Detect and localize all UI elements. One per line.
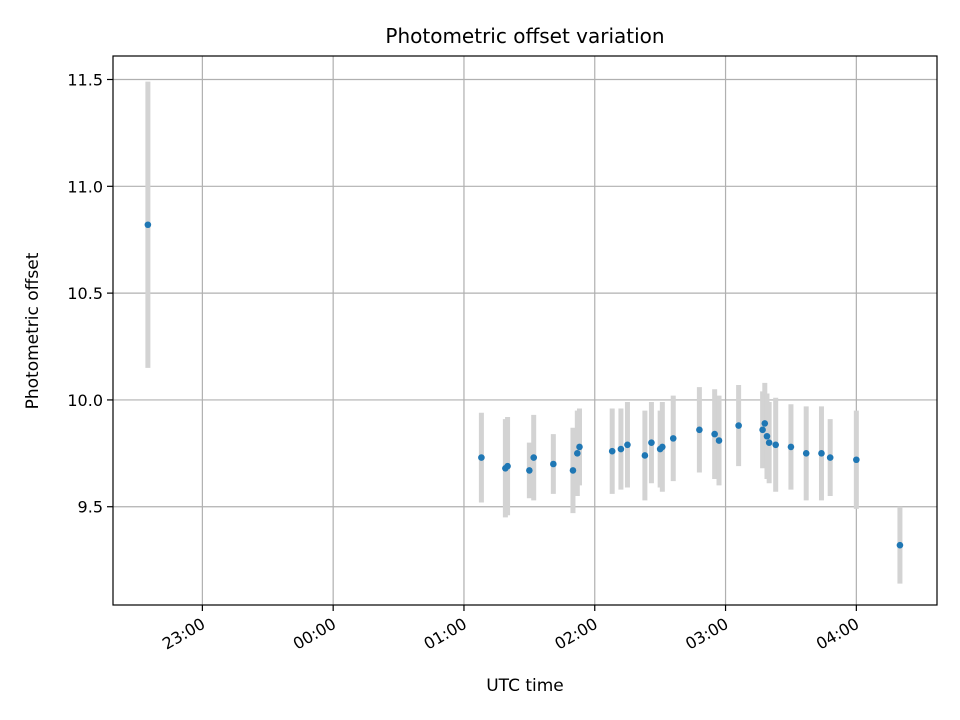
x-axis-label: UTC time	[486, 676, 564, 696]
data-point	[530, 454, 538, 461]
data-point	[759, 426, 766, 434]
y-axis-ticks: 9.5 10.0 10.5 11.0 11.5	[67, 70, 113, 517]
data-point	[896, 541, 904, 549]
y-axis-label: Photometric offset	[23, 252, 43, 409]
grid-lines	[113, 56, 937, 605]
data-point	[641, 452, 649, 459]
y-tick-label: 11.5	[67, 70, 103, 89]
data-point	[826, 454, 834, 461]
data-point	[624, 441, 631, 449]
data-point	[853, 456, 860, 464]
data-point	[761, 420, 769, 427]
plot-area	[113, 56, 937, 605]
data-point	[550, 460, 557, 468]
data-point	[576, 443, 583, 451]
data-point	[617, 445, 625, 453]
data-point	[818, 450, 825, 457]
chart-title: Photometric offset variation	[385, 24, 664, 48]
data-point	[648, 439, 655, 446]
data-point	[772, 441, 779, 449]
y-tick-label: 9.5	[78, 498, 103, 517]
data-point	[765, 439, 773, 446]
data-point	[504, 462, 511, 470]
data-point	[787, 443, 795, 451]
data-point	[802, 450, 810, 457]
data-point	[735, 422, 742, 429]
data-point	[478, 454, 485, 461]
data-point	[574, 450, 581, 457]
data-point	[715, 437, 723, 444]
data-points	[144, 221, 904, 549]
data-point	[669, 435, 677, 442]
data-point	[659, 443, 666, 451]
data-point	[144, 221, 152, 229]
y-tick-label: 10.5	[67, 284, 103, 303]
data-point	[763, 432, 771, 440]
y-tick-label: 10.0	[67, 391, 103, 410]
data-point	[711, 430, 718, 438]
data-point	[569, 467, 577, 474]
data-point	[526, 467, 533, 474]
data-point	[696, 426, 703, 434]
data-point	[608, 447, 616, 455]
plot-frame	[112, 55, 938, 606]
y-tick-label: 11.0	[67, 177, 103, 196]
